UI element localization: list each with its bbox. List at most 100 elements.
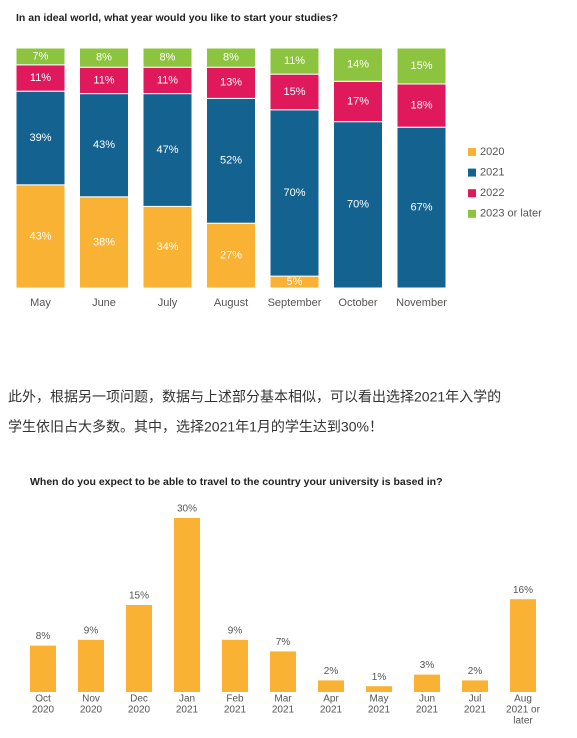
data-label: 2% [324,666,339,677]
x-tick-label: Mar [274,694,292,705]
data-label: 2% [468,666,483,677]
chart-title: In an ideal world, what year would you l… [16,12,338,24]
x-tick-label: 2021 [272,705,295,716]
x-tick-label: May [370,694,389,705]
x-tick-label: Feb [226,694,244,705]
body-text: 学生依旧占大多数。其中，选择2021年1月的学生达到30%！ [8,419,383,435]
data-label: 8% [96,52,112,64]
data-label: 39% [29,132,51,144]
data-label: 3% [420,660,435,671]
chart-title: When do you expect to be able to travel … [30,476,443,488]
bar [366,686,392,692]
data-label: 17% [347,95,369,107]
data-label: 15% [129,591,149,602]
bar-segment [206,222,256,289]
data-label: 7% [276,637,291,648]
bar-segment [15,184,66,289]
data-label: 8% [223,52,239,64]
legend-swatch [468,168,476,177]
data-label: 9% [228,625,243,636]
legend-label: 2023 or later [480,208,542,220]
x-tick-label: Jun [419,694,435,705]
bar-segment [142,205,193,289]
x-tick-label: later [513,716,533,727]
x-tick-label: 2020 [80,705,103,716]
data-label: 70% [283,187,305,199]
x-tick-label: Aug [514,694,532,705]
legend-label: 2020 [480,146,504,158]
bar-segment [79,47,129,68]
bar [510,599,536,692]
bar [222,639,248,692]
data-label: 1% [372,672,387,683]
data-label: 16% [513,585,533,596]
data-label: 5% [287,276,303,288]
data-label: 8% [36,631,51,642]
data-label: 11% [30,72,51,84]
x-tick-label: 2020 [128,705,151,716]
data-label: 30% [177,504,197,515]
data-label: 11% [93,74,114,86]
bar-segment [333,121,383,289]
data-label: 67% [410,202,432,214]
bar [462,680,488,692]
x-tick-label: November [396,297,447,309]
data-label: 14% [347,59,369,71]
bar [318,680,344,692]
legend-label: 2022 [480,187,504,199]
bar-segment [206,47,256,68]
x-tick-label: Apr [323,694,339,705]
x-tick-label: October [338,297,377,309]
bar-segment [15,90,66,186]
data-label: 27% [220,250,242,262]
x-tick-label: 2021 [416,705,439,716]
data-label: 7% [33,50,49,62]
bar-segment [269,47,320,75]
x-tick-label: September [268,297,322,309]
x-tick-label: Dec [130,694,148,705]
x-tick-label: Oct [35,694,51,705]
x-tick-label: August [214,297,248,309]
bar [270,651,296,692]
x-tick-label: 2021 [368,705,391,716]
bar [30,645,56,692]
bar-segment [269,109,320,277]
x-tick-label: June [92,297,116,309]
bar [414,674,440,692]
bar-segment [15,47,66,66]
bar-segment [142,93,193,207]
legend-swatch [468,189,476,198]
x-tick-label: 2021 or [506,705,541,716]
bar [126,605,152,692]
data-label: 11% [157,74,178,86]
legend-swatch [468,209,476,218]
body-text: 此外，根据另一项问题，数据与上述部分基本相似，可以看出选择2021年入学的 [8,389,501,405]
bar-segment [333,47,383,82]
bar-segment [396,126,447,289]
bar-segment [206,66,256,99]
x-tick-label: May [30,297,51,309]
bar-segment [333,80,383,123]
x-tick-label: 2021 [464,705,487,716]
x-tick-label: Jul [469,694,482,705]
x-tick-label: 2021 [224,705,247,716]
data-label: 8% [160,52,176,64]
bar-segment [396,83,447,128]
bar-segment [269,73,320,111]
data-label: 13% [220,77,242,89]
legend-swatch [468,148,476,156]
data-label: 38% [93,236,115,248]
data-label: 11% [284,55,305,67]
data-label: 52% [220,155,242,167]
data-label: 9% [84,625,99,636]
data-label: 70% [347,199,369,211]
data-label: 34% [156,241,178,253]
data-label: 43% [29,230,51,242]
bar-segment [79,93,129,198]
bar-segment [396,47,447,85]
legend-label: 2021 [480,167,504,179]
x-tick-label: 2021 [320,705,343,716]
bar-segment [79,196,129,289]
data-label: 18% [410,100,432,112]
